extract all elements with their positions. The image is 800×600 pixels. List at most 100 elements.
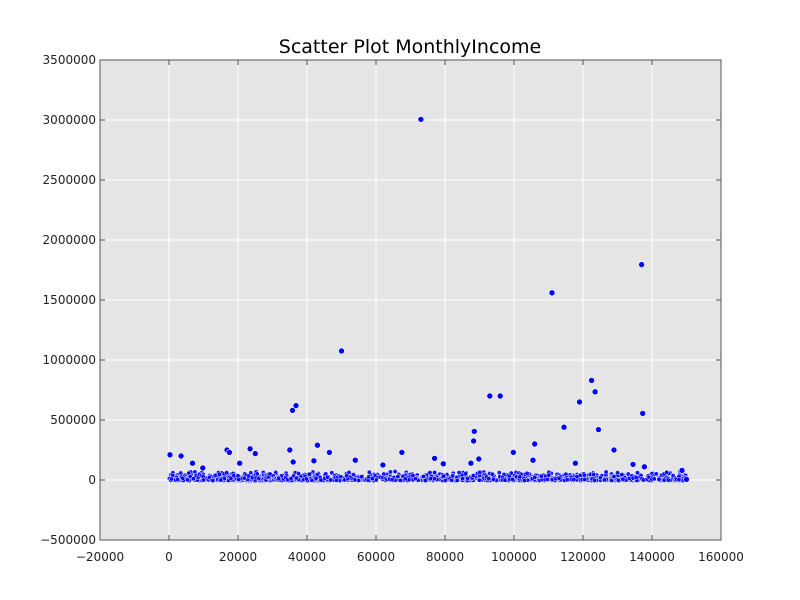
baseline-point bbox=[592, 478, 598, 483]
data-point bbox=[560, 423, 568, 431]
y-tick-label: 3000000 bbox=[43, 113, 96, 127]
y-tick-label: 2500000 bbox=[43, 173, 96, 187]
baseline-point bbox=[398, 477, 403, 483]
baseline-point bbox=[635, 470, 640, 476]
baseline-point bbox=[324, 474, 330, 480]
baseline-point bbox=[454, 477, 460, 483]
baseline-point bbox=[309, 477, 315, 483]
baseline-point bbox=[432, 470, 438, 476]
x-tick-label: 100000 bbox=[491, 550, 537, 564]
baseline-point bbox=[329, 470, 335, 476]
x-tick-label: 0 bbox=[165, 550, 173, 564]
baseline-point bbox=[410, 473, 416, 478]
baseline-point bbox=[489, 471, 495, 477]
data-point bbox=[417, 116, 425, 123]
data-point bbox=[591, 388, 599, 396]
baseline-point bbox=[218, 477, 224, 483]
baseline-point bbox=[392, 469, 398, 475]
data-point bbox=[496, 392, 504, 400]
baseline-point bbox=[524, 470, 530, 476]
baseline-point bbox=[517, 474, 523, 480]
baseline-point bbox=[521, 478, 527, 484]
data-point bbox=[226, 449, 233, 456]
baseline-point bbox=[653, 471, 659, 477]
baseline-point bbox=[676, 477, 682, 483]
data-point bbox=[199, 464, 207, 472]
baseline-point bbox=[432, 476, 437, 482]
baseline-point bbox=[294, 475, 300, 481]
y-tick-label: 1500000 bbox=[43, 293, 96, 307]
data-point bbox=[379, 461, 387, 469]
baseline-point bbox=[334, 477, 340, 483]
baseline-point bbox=[564, 477, 570, 483]
baseline-point bbox=[465, 476, 471, 481]
baseline-point bbox=[510, 476, 515, 482]
y-tick-label: 3500000 bbox=[43, 53, 96, 67]
baseline-point bbox=[254, 471, 260, 477]
x-tick-label: 60000 bbox=[357, 550, 395, 564]
data-point bbox=[486, 392, 494, 400]
baseline-point bbox=[338, 474, 344, 480]
baseline-point bbox=[178, 470, 184, 476]
baseline-point bbox=[640, 477, 646, 483]
baseline-point bbox=[228, 475, 234, 481]
baseline-point bbox=[546, 472, 552, 478]
data-point bbox=[683, 476, 690, 483]
baseline-point bbox=[615, 477, 621, 483]
data-point bbox=[576, 398, 583, 406]
baseline-point bbox=[273, 470, 279, 475]
data-point bbox=[177, 452, 185, 460]
baseline-point bbox=[460, 476, 466, 482]
data-point bbox=[639, 410, 647, 417]
baseline-point bbox=[477, 469, 483, 475]
baseline-point bbox=[463, 471, 468, 477]
y-axis-ticks: −500000 0 500000 1000000 1500000 2000000 25000… bbox=[40, 53, 721, 547]
baseline-point bbox=[633, 475, 639, 481]
data-point bbox=[286, 446, 294, 454]
data-points bbox=[166, 116, 690, 483]
x-tick-label: 140000 bbox=[629, 550, 675, 564]
x-tick-label: 20000 bbox=[219, 550, 257, 564]
baseline-point bbox=[571, 477, 577, 483]
data-point bbox=[338, 347, 345, 355]
data-point bbox=[531, 440, 539, 448]
baseline-point bbox=[402, 476, 408, 482]
x-axis-ticks: −20000 0 20000 40000 60000 80000 100000 120000 1… bbox=[76, 60, 744, 564]
baseline-point bbox=[351, 472, 357, 478]
baseline-point bbox=[359, 474, 365, 480]
baseline-point bbox=[591, 472, 597, 478]
data-point bbox=[572, 459, 579, 467]
baseline-point bbox=[661, 477, 667, 483]
baseline-point bbox=[328, 477, 334, 483]
baseline-point bbox=[544, 477, 550, 482]
baseline-point bbox=[574, 474, 580, 480]
data-point bbox=[431, 455, 438, 462]
y-tick-label: 0 bbox=[88, 473, 96, 487]
chart-title: Scatter Plot MonthlyIncome bbox=[279, 36, 541, 58]
baseline-point bbox=[352, 477, 358, 483]
baseline-point bbox=[486, 476, 492, 482]
data-point bbox=[310, 457, 318, 465]
baseline-point bbox=[288, 476, 294, 481]
data-point bbox=[467, 459, 475, 467]
baseline-point bbox=[201, 477, 206, 483]
baseline-point bbox=[387, 469, 393, 475]
baseline-point bbox=[581, 472, 587, 478]
y-tick-label: 2000000 bbox=[43, 233, 96, 247]
data-point bbox=[470, 437, 477, 445]
baseline-point bbox=[190, 476, 196, 482]
baseline-point bbox=[373, 477, 379, 483]
baseline-point bbox=[212, 472, 218, 478]
baseline-point bbox=[449, 477, 455, 483]
baseline-point bbox=[303, 476, 309, 482]
data-point bbox=[351, 456, 359, 464]
y-tick-label: −500000 bbox=[40, 533, 96, 547]
data-point bbox=[189, 459, 196, 467]
baseline-point bbox=[597, 475, 603, 481]
data-point bbox=[292, 402, 300, 409]
data-point bbox=[398, 449, 406, 456]
baseline-point bbox=[476, 477, 482, 483]
baseline-point bbox=[236, 476, 242, 482]
baseline-point bbox=[256, 475, 262, 481]
baseline-point bbox=[582, 477, 588, 482]
